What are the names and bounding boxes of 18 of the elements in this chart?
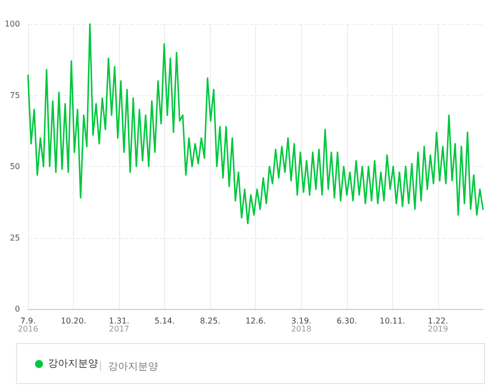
text: 강아지분양 bbox=[108, 362, 158, 372]
y-tick-label: 75 bbox=[10, 90, 20, 100]
x-tick-label: 10.11. bbox=[380, 316, 406, 326]
y-tick-label: 100 bbox=[4, 20, 20, 28]
legend-label: 강아지분양 bbox=[48, 358, 98, 370]
x-tick-label: 10.20. bbox=[60, 316, 86, 326]
y-tick-label: 50 bbox=[10, 162, 20, 171]
y-tick-label: 25 bbox=[10, 233, 20, 242]
x-tick-label: 8.25. bbox=[200, 316, 220, 326]
x-tick-label: 6.30. bbox=[336, 316, 357, 326]
x-tick-label: 3.19. 2018 bbox=[291, 316, 312, 334]
x-tick-label: 1.31. 2017 bbox=[108, 316, 130, 334]
line-series bbox=[27, 23, 484, 224]
x-tick-label: 7.9. 2016 bbox=[18, 316, 38, 334]
x-tick-label: 12.6. bbox=[246, 316, 266, 326]
x-tick-label: 5.14. bbox=[154, 316, 175, 326]
x-tick-label: 1.22. 2019 bbox=[428, 316, 448, 334]
y-tick-label: 0 bbox=[14, 304, 20, 314]
